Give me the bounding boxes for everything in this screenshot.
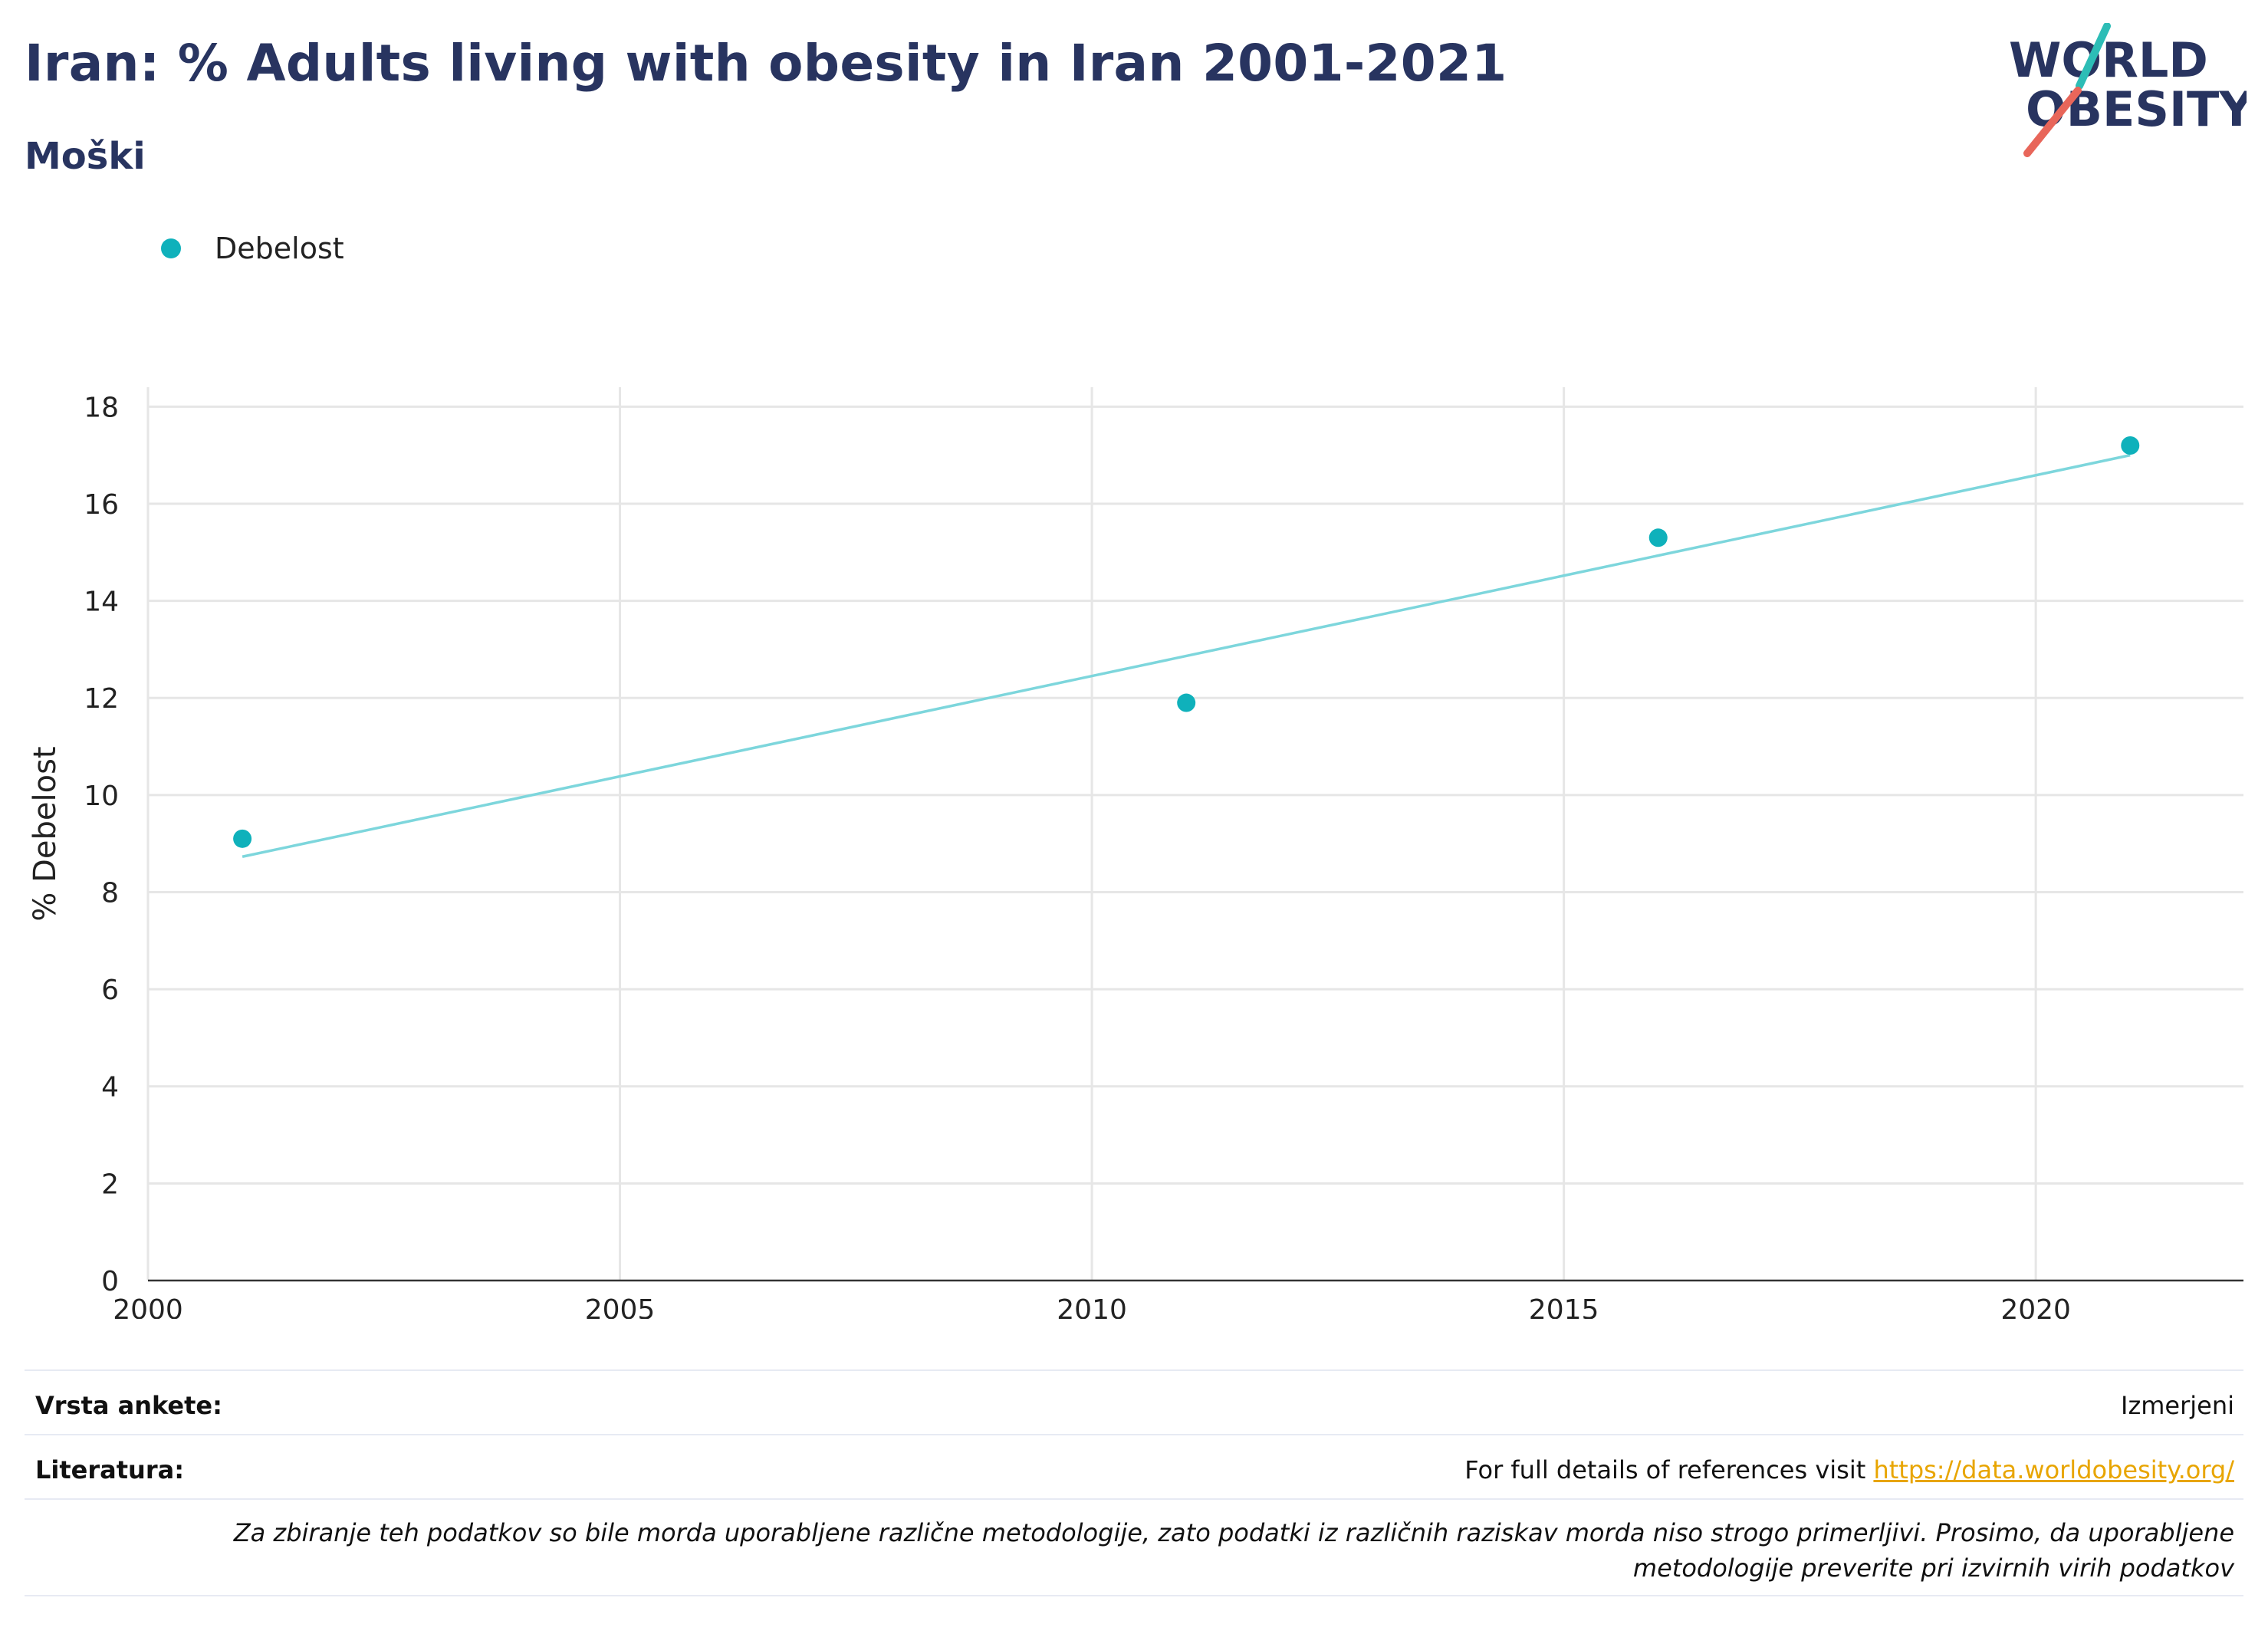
chart-subtitle: Moški: [25, 135, 146, 178]
chart-plot: 0 2 4 6 8 10 12 14 16 18 2000 2005 2010 2015 2020 % Deb…: [28, 387, 2243, 1319]
chart-title: Iran: % Adults living with obesity in Ir…: [25, 34, 1507, 93]
y-tick-label: 6: [101, 975, 119, 1006]
y-tick-label: 12: [84, 683, 119, 715]
world-obesity-logo: WORLD OBESITY: [2009, 23, 2247, 157]
data-point: [1648, 528, 1668, 547]
footer-divider: [25, 1595, 2243, 1596]
legend-marker: [161, 238, 181, 258]
survey-type-value: Izmerjeni: [2121, 1391, 2234, 1420]
footer-divider: [25, 1498, 2243, 1500]
y-tick-label: 10: [84, 781, 119, 812]
data-point: [2121, 436, 2140, 455]
y-tick-label: 8: [101, 877, 119, 909]
logo-slash-teal: [2076, 23, 2111, 90]
x-tick-label: 2000: [113, 1294, 183, 1319]
y-axis-label: % Debelost: [28, 746, 63, 921]
x-tick-label: 2010: [1057, 1294, 1127, 1319]
footer-divider: [25, 1369, 2243, 1371]
y-tick-label: 4: [101, 1072, 119, 1103]
x-tick-label: 2020: [2000, 1294, 2071, 1319]
x-tick-label: 2005: [585, 1294, 656, 1319]
logo-text-world: WORLD: [2009, 32, 2208, 88]
y-tick-label: 16: [84, 489, 119, 521]
legend-label: Debelost: [215, 232, 344, 265]
data-point: [233, 829, 252, 848]
survey-type-label: Vrsta ankete:: [35, 1391, 222, 1420]
y-tick-label: 18: [84, 392, 119, 423]
y-tick-label: 2: [101, 1169, 119, 1200]
y-tick-label: 0: [101, 1266, 119, 1297]
x-tick-label: 2015: [1529, 1294, 1599, 1319]
legend[interactable]: Debelost: [161, 232, 344, 265]
references-link[interactable]: https://data.worldobesity.org/: [1873, 1455, 2234, 1484]
y-tick-label: 14: [84, 587, 119, 618]
references-text: For full details of references visit: [1464, 1455, 1874, 1484]
trendline: [242, 453, 2131, 858]
references-value: For full details of references visit htt…: [1464, 1455, 2234, 1484]
data-point: [1177, 693, 1196, 712]
logo-slash-red: [2023, 87, 2082, 157]
references-label: Literatura:: [35, 1455, 184, 1484]
footer-divider: [25, 1434, 2243, 1435]
methodology-disclaimer: Za zbiranje teh podatkov so bile morda u…: [233, 1518, 2234, 1583]
